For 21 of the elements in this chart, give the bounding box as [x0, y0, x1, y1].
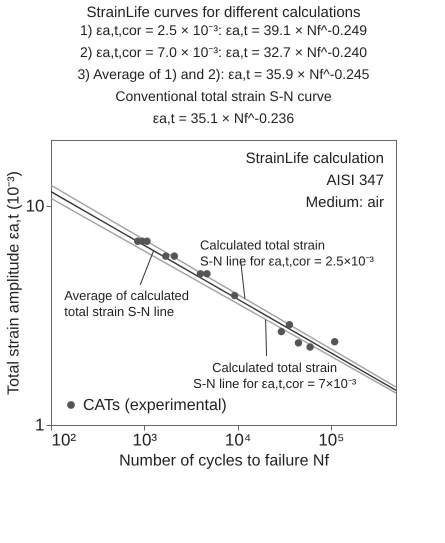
- text: εa,t = 35.1 × Nf^-0.236: [152, 110, 294, 126]
- annotation: Calculated total strain S-N line for εa,t,cor = 2.5×10⁻³: [200, 238, 375, 269]
- x-tick-label: 10⁵: [318, 430, 344, 450]
- text: Conventional total strain S-N curve: [115, 88, 332, 104]
- x-axis-title: Number of cycles to failure Nf: [119, 452, 330, 470]
- legend-label: CATs (experimental): [83, 397, 227, 414]
- annotation: Medium: air: [306, 194, 384, 211]
- x-tick-label: 10³: [132, 430, 158, 450]
- text: 2) εa,t,cor = 7.0 × 10⁻³: εa,t = 32.7 × Nf^-0.240: [80, 44, 368, 60]
- annotation: StrainLife calculation: [246, 150, 384, 167]
- annotation: Average of calculated total strain S-N line: [64, 288, 190, 320]
- x-tick-label: 10⁴: [224, 430, 252, 450]
- y-tick-label: 10: [26, 196, 44, 216]
- x-tick-label: 10²: [52, 430, 76, 450]
- y-tick-label: 1: [35, 416, 44, 434]
- annotation: Calculated total strain S-N line for εa,t,cor = 7×10⁻³: [193, 360, 357, 392]
- annotation: AISI 347: [326, 172, 384, 189]
- chart-title: StrainLife curves for different calculations: [86, 4, 361, 21]
- y-axis-title: Total strain amplitude εa,t (10⁻³): [6, 171, 23, 395]
- text: 3) Average of 1) and 2): εa,t = 35.9 × Nf^-0.245: [78, 66, 370, 82]
- chart-subtitle: 1) εa,t,cor = 2.5 × 10⁻³: εa,t = 39.1 × Nf^-0.249: [80, 22, 368, 38]
